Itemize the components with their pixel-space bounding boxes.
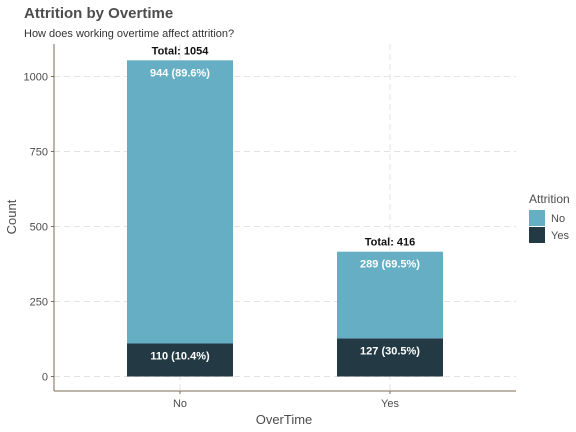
bar-value-label: 944 (89.6%) (150, 67, 210, 79)
total-label: Total: 416 (365, 237, 416, 249)
bar-no-yes (337, 251, 443, 339)
chart-title: Attrition by Overtime (24, 5, 173, 22)
bar-value-label: 289 (69.5%) (360, 259, 420, 271)
bars (127, 60, 443, 377)
bar-no-no (127, 60, 233, 344)
bar-yes-no (127, 343, 233, 377)
legend-title: Attrition (529, 192, 570, 206)
y-tick-label: 0 (42, 372, 48, 384)
legend-swatch-yes (529, 227, 545, 243)
legend-label-yes: Yes (551, 230, 569, 242)
total-label: Total: 1054 (152, 45, 210, 57)
bar-labels: 110 (10.4%) 127 (30.5%) 944 (89.6%) 289 (69… (150, 45, 420, 362)
y-axis-title: Count (4, 199, 19, 234)
x-axis-title: OverTime (256, 412, 313, 427)
x-tick-label: No (173, 398, 187, 410)
y-tick-label: 250 (30, 297, 48, 309)
y-tick-label: 500 (30, 222, 48, 234)
legend-swatch-no (529, 210, 545, 226)
y-tick-label: 1000 (24, 72, 48, 84)
bar-yes-yes (337, 338, 443, 377)
axes: 0 250 500 750 1000 No Yes (24, 44, 516, 410)
legend: Attrition No Yes (529, 192, 570, 243)
y-tick-label: 750 (30, 147, 48, 159)
gridlines (54, 44, 516, 391)
bar-value-label: 127 (30.5%) (360, 345, 420, 357)
x-tick-label: Yes (381, 398, 399, 410)
chart-subtitle: How does working overtime affect attriti… (24, 28, 234, 40)
legend-label-no: No (551, 213, 565, 225)
legend-items: No Yes (529, 210, 569, 243)
bar-value-label: 110 (10.4%) (150, 351, 210, 363)
